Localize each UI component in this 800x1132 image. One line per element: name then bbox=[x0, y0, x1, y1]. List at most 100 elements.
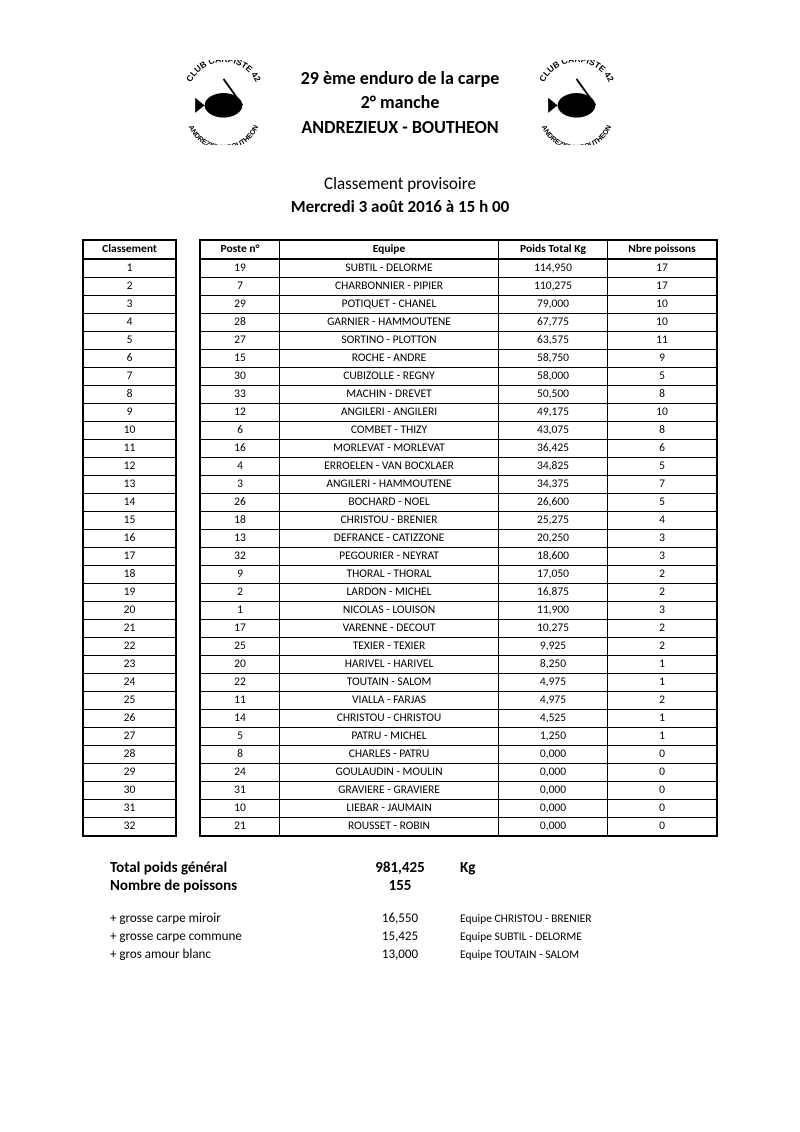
equipe-cell: NICOLAS - LOUISON bbox=[280, 602, 499, 620]
poste-cell: 5 bbox=[200, 728, 280, 746]
nbre-cell: 5 bbox=[608, 458, 718, 476]
table-row: 27SORTINO - PLOTTON63,57511 bbox=[200, 332, 717, 350]
records-block: + grosse carpe miroir16,550Equipe CHRIST… bbox=[110, 911, 730, 962]
table-row: 11VIALLA - FARJAS4,9752 bbox=[200, 692, 717, 710]
record-row: + grosse carpe commune15,425Equipe SUBTI… bbox=[110, 929, 730, 944]
nbre-cell: 1 bbox=[608, 710, 718, 728]
rank-cell: 32 bbox=[83, 818, 176, 837]
equipe-cell: MORLEVAT - MORLEVAT bbox=[280, 440, 499, 458]
table-row: 7 bbox=[83, 368, 176, 386]
equipe-cell: DEFRANCE - CATIZZONE bbox=[280, 530, 499, 548]
equipe-cell: VARENNE - DECOUT bbox=[280, 620, 499, 638]
table-row: 28GARNIER - HAMMOUTENE67,77510 bbox=[200, 314, 717, 332]
table-row: 30CUBIZOLLE - REGNY58,0005 bbox=[200, 368, 717, 386]
poids-cell: 11,900 bbox=[499, 602, 608, 620]
poste-cell: 11 bbox=[200, 692, 280, 710]
tables-wrapper: Classement 12345678910111213141516171819… bbox=[70, 239, 730, 837]
equipe-cell: LARDON - MICHEL bbox=[280, 584, 499, 602]
poids-cell: 110,275 bbox=[499, 278, 608, 296]
nbre-cell: 0 bbox=[608, 782, 718, 800]
poids-cell: 0,000 bbox=[499, 782, 608, 800]
table-row: 17 bbox=[83, 548, 176, 566]
poids-cell: 18,600 bbox=[499, 548, 608, 566]
equipe-cell: ROCHE - ANDRE bbox=[280, 350, 499, 368]
poste-cell: 33 bbox=[200, 386, 280, 404]
equipe-cell: GOULAUDIN - MOULIN bbox=[280, 764, 499, 782]
poste-cell: 16 bbox=[200, 440, 280, 458]
equipe-cell: TOUTAIN - SALOM bbox=[280, 674, 499, 692]
svg-text:ANDREZIEUX BOUTHEON: ANDREZIEUX BOUTHEON bbox=[540, 124, 613, 145]
table-row: 5 bbox=[83, 332, 176, 350]
poids-cell: 20,250 bbox=[499, 530, 608, 548]
table-row: 14CHRISTOU - CHRISTOU4,5251 bbox=[200, 710, 717, 728]
rank-cell: 25 bbox=[83, 692, 176, 710]
equipe-cell: BOCHARD - NOEL bbox=[280, 494, 499, 512]
nbre-cell: 0 bbox=[608, 818, 718, 837]
equipe-cell: POTIQUET - CHANEL bbox=[280, 296, 499, 314]
table-row: 2 bbox=[83, 278, 176, 296]
table-row: 12ANGILERI - ANGILERI49,17510 bbox=[200, 404, 717, 422]
nbre-cell: 17 bbox=[608, 278, 718, 296]
poste-cell: 22 bbox=[200, 674, 280, 692]
nbre-cell: 0 bbox=[608, 746, 718, 764]
table-row: 25TEXIER - TEXIER9,9252 bbox=[200, 638, 717, 656]
poste-cell: 7 bbox=[200, 278, 280, 296]
table-row: 18 bbox=[83, 566, 176, 584]
equipe-cell: HARIVEL - HARIVEL bbox=[280, 656, 499, 674]
table-row: 1 bbox=[83, 259, 176, 278]
table-row: 8 bbox=[83, 386, 176, 404]
poste-cell: 28 bbox=[200, 314, 280, 332]
table-row: 3ANGILERI - HAMMOUTENE34,3757 bbox=[200, 476, 717, 494]
table-row: 15ROCHE - ANDRE58,7509 bbox=[200, 350, 717, 368]
rank-cell: 29 bbox=[83, 764, 176, 782]
poste-cell: 19 bbox=[200, 259, 280, 278]
nbre-cell: 10 bbox=[608, 404, 718, 422]
equipe-cell: VIALLA - FARJAS bbox=[280, 692, 499, 710]
poids-cell: 8,250 bbox=[499, 656, 608, 674]
equipe-cell: MACHIN - DREVET bbox=[280, 386, 499, 404]
poste-cell: 20 bbox=[200, 656, 280, 674]
poste-cell: 2 bbox=[200, 584, 280, 602]
equipe-cell: LIEBAR - JAUMAIN bbox=[280, 800, 499, 818]
poids-cell: 17,050 bbox=[499, 566, 608, 584]
equipe-cell: COMBET - THIZY bbox=[280, 422, 499, 440]
rank-cell: 16 bbox=[83, 530, 176, 548]
poste-cell: 18 bbox=[200, 512, 280, 530]
rank-cell: 28 bbox=[83, 746, 176, 764]
table-row: 19SUBTIL - DELORME114,95017 bbox=[200, 259, 717, 278]
rank-cell: 11 bbox=[83, 440, 176, 458]
table-row: 9 bbox=[83, 404, 176, 422]
club-logo-right: CLUB CARPISTE 42 ANDREZIEUX BOUTHEON bbox=[529, 60, 624, 145]
table-row: 33MACHIN - DREVET50,5008 bbox=[200, 386, 717, 404]
rank-cell: 23 bbox=[83, 656, 176, 674]
poids-cell: 0,000 bbox=[499, 818, 608, 837]
rank-cell: 30 bbox=[83, 782, 176, 800]
poids-cell: 50,500 bbox=[499, 386, 608, 404]
record-label: + gros amour blanc bbox=[110, 947, 340, 962]
table-row: 9THORAL - THORAL17,0502 bbox=[200, 566, 717, 584]
nbre-cell: 7 bbox=[608, 476, 718, 494]
poids-cell: 4,975 bbox=[499, 674, 608, 692]
poids-cell: 1,250 bbox=[499, 728, 608, 746]
rank-cell: 7 bbox=[83, 368, 176, 386]
rank-cell: 8 bbox=[83, 386, 176, 404]
poste-cell: 21 bbox=[200, 818, 280, 837]
table-row: 21ROUSSET - ROBIN0,0000 bbox=[200, 818, 717, 837]
nbre-cell: 4 bbox=[608, 512, 718, 530]
nbre-cell: 11 bbox=[608, 332, 718, 350]
equipe-cell: GRAVIERE - GRAVIERE bbox=[280, 782, 499, 800]
poids-cell: 9,925 bbox=[499, 638, 608, 656]
nbre-cell: 8 bbox=[608, 386, 718, 404]
rank-cell: 21 bbox=[83, 620, 176, 638]
poids-cell: 34,375 bbox=[499, 476, 608, 494]
table-row: 31GRAVIERE - GRAVIERE0,0000 bbox=[200, 782, 717, 800]
poids-cell: 58,000 bbox=[499, 368, 608, 386]
poids-cell: 34,825 bbox=[499, 458, 608, 476]
table-row: 6 bbox=[83, 350, 176, 368]
table-row: 24GOULAUDIN - MOULIN0,0000 bbox=[200, 764, 717, 782]
total-weight-label: Total poids général bbox=[110, 859, 340, 877]
table-row: 25 bbox=[83, 692, 176, 710]
table-row: 13 bbox=[83, 476, 176, 494]
poste-cell: 17 bbox=[200, 620, 280, 638]
rank-cell: 20 bbox=[83, 602, 176, 620]
